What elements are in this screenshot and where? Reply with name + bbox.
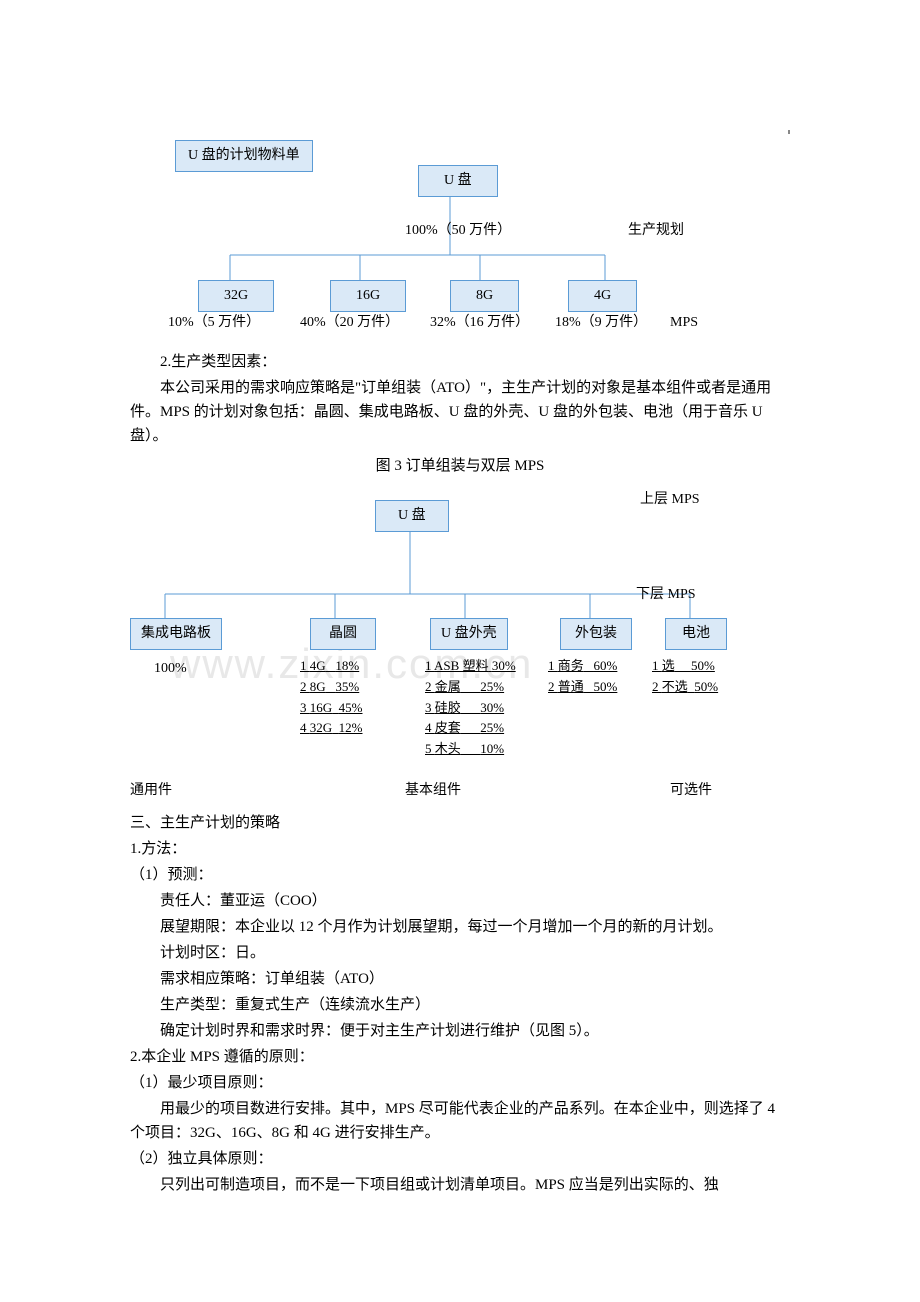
dia1-label-4g: 18%（9 万件）	[555, 312, 647, 334]
dia2-bottom-mps-label: 下层 MPS	[636, 584, 696, 606]
s3-horizon: 展望期限：本企业以 12 个月作为计划展望期，每过一个月增加一个月的新的月计划。	[130, 915, 790, 939]
dia2-col-battery: 1 选 50% 2 不选 50%	[652, 656, 718, 698]
dia2-box-integrated-circuit: 集成电路板	[130, 618, 222, 650]
dia2-col-wafer: 1 4G 18% 2 8G 35% 3 16G 45% 4 32G 12%	[300, 656, 362, 739]
dia1-node-8g: 8G	[450, 280, 519, 312]
dia2-col-packaging: 1 商务 60% 2 普通 50%	[548, 656, 617, 698]
s3-principles: 2.本企业 MPS 遵循的原则：	[130, 1045, 790, 1069]
dia1-root-box: U 盘	[418, 165, 498, 197]
s3-principle-2: （2）独立具体原则：	[130, 1147, 790, 1171]
dia2-col-shell: 1 ASB 塑料 30% 2 金属 25% 3 硅胶 30% 4 皮套 25% …	[425, 656, 516, 760]
s3-forecast: （1）预测：	[130, 863, 790, 887]
s3-time-fence: 确定计划时界和需求时界：便于对主生产计划进行维护（见图 5）。	[130, 1019, 790, 1043]
dia1-label-32g: 10%（5 万件）	[168, 312, 260, 334]
figure-3-caption: 图 3 订单组装与双层 MPS	[130, 454, 790, 478]
s3-principle-1: （1）最少项目原则：	[130, 1071, 790, 1095]
dia1-title-box: U 盘的计划物料单	[175, 140, 313, 172]
dia2-label-general: 通用件	[130, 780, 172, 802]
s3-prod-type: 生产类型：重复式生产（连续流水生产）	[130, 993, 790, 1017]
dia1-label-mps: MPS	[670, 312, 698, 334]
dia2-box-packaging: 外包装	[560, 618, 632, 650]
s3-method: 1.方法：	[130, 837, 790, 861]
s3-demand-strategy: 需求相应策略：订单组装（ATO）	[130, 967, 790, 991]
dia1-node-32g: 32G	[198, 280, 274, 312]
section-3-title: 三、主生产计划的策略	[130, 811, 790, 835]
para-production-type: 2.生产类型因素：	[130, 350, 790, 374]
dia1-label-8g: 32%（16 万件）	[430, 312, 529, 334]
dia1-plan-label: 生产规划	[628, 220, 684, 242]
s3-principle-2-text: 只列出可制造项目，而不是一下项目组或计划清单项目。MPS 应当是列出实际的、独	[130, 1173, 790, 1197]
dia2-box-shell: U 盘外壳	[430, 618, 508, 650]
dia1-node-16g: 16G	[330, 280, 406, 312]
diagram-2: U 盘 上层 MPS 下层 MPS 集成电路板 晶圆 U 盘外壳 外包装 电池 …	[130, 484, 790, 809]
dia2-label-optional: 可选件	[670, 780, 712, 802]
dia1-node-4g: 4G	[568, 280, 637, 312]
dia2-box-battery: 电池	[665, 618, 727, 650]
s3-period: 计划时区：日。	[130, 941, 790, 965]
s3-responsible: 责任人：董亚运（COO）	[130, 889, 790, 913]
dia2-label-basic: 基本组件	[405, 780, 461, 802]
s3-principle-1-text: 用最少的项目数进行安排。其中，MPS 尽可能代表企业的产品系列。在本企业中，则选…	[130, 1097, 790, 1145]
diagram-1: U 盘的计划物料单 U 盘 100%（50 万件） 生产规划 32G 16G 8…	[130, 100, 790, 340]
dia1-root-label: 100%（50 万件）	[405, 220, 511, 242]
dia1-label-16g: 40%（20 万件）	[300, 312, 399, 334]
dia2-root-box: U 盘	[375, 500, 449, 532]
dia2-top-mps-label: 上层 MPS	[640, 489, 700, 511]
para-ato-desc: 本公司采用的需求响应策略是"订单组装（ATO）"，主生产计划的对象是基本组件或者…	[130, 376, 790, 448]
dia2-box-wafer: 晶圆	[310, 618, 376, 650]
dia2-100pct-label: 100%	[154, 658, 187, 680]
